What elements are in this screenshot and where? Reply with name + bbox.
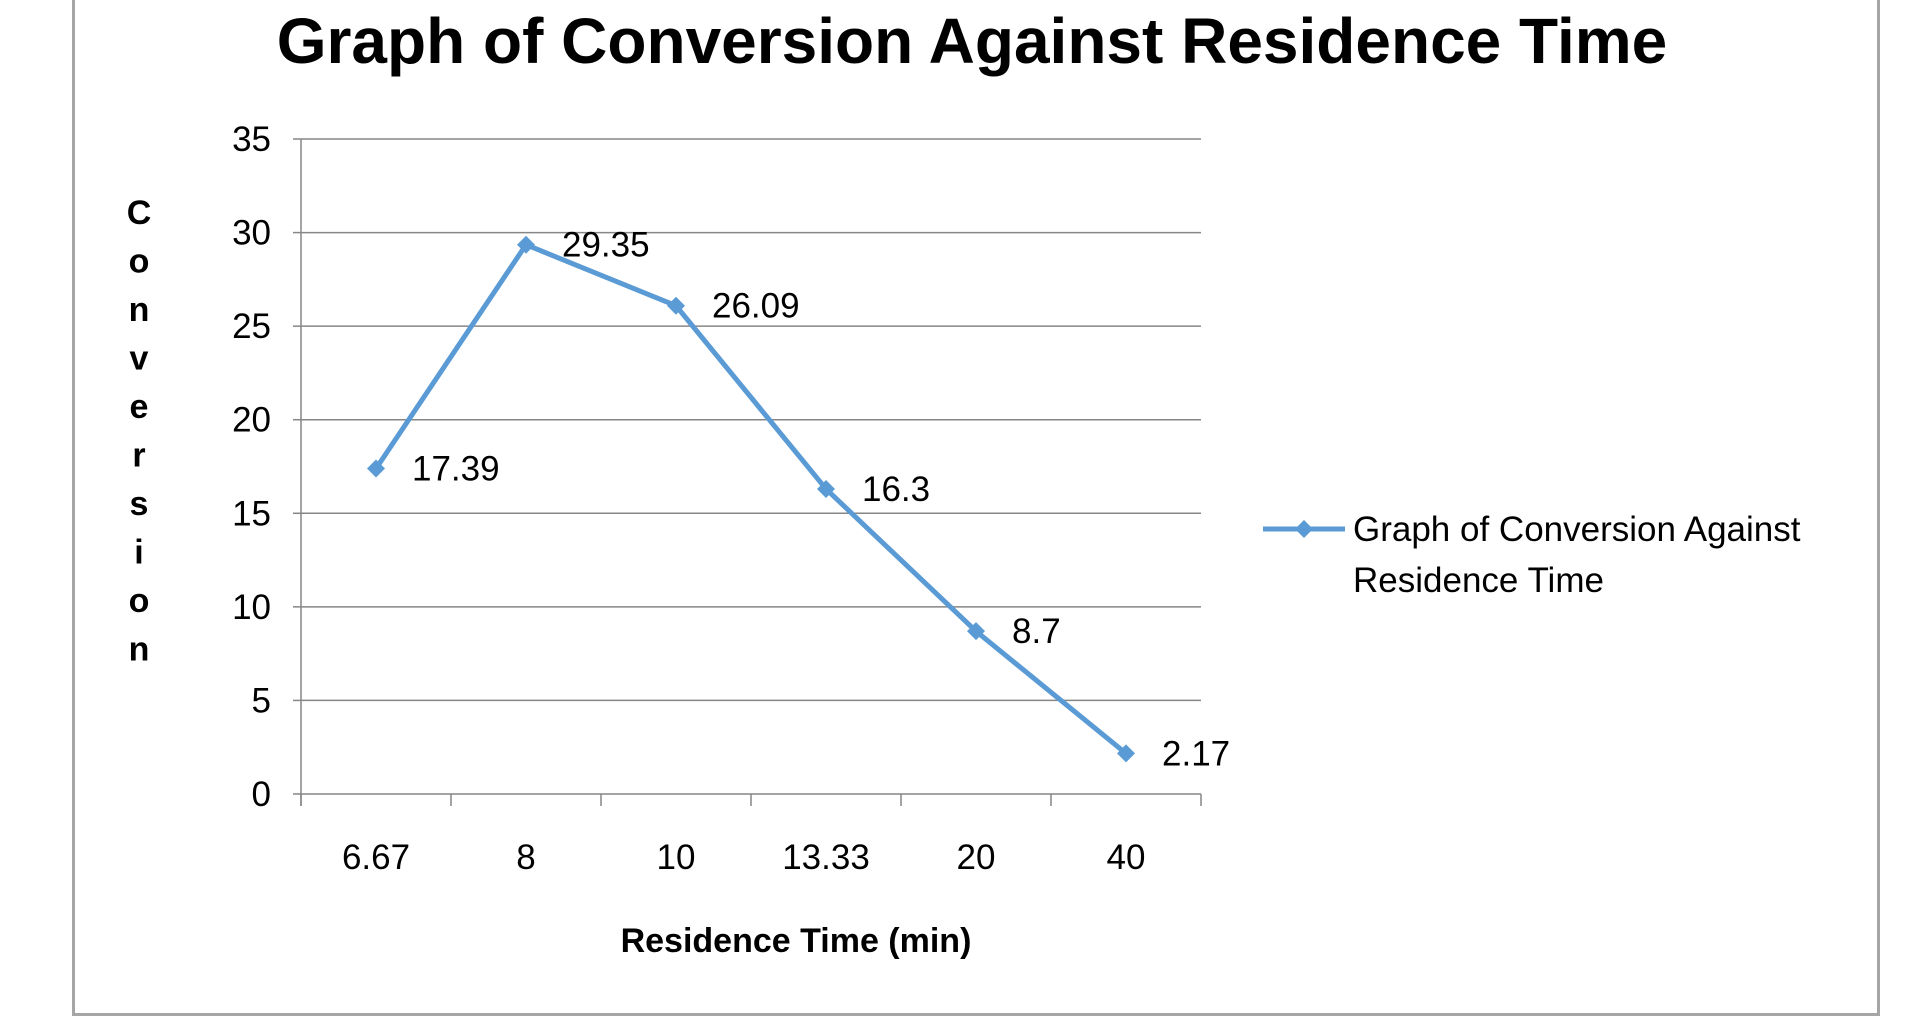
chart-title: Graph of Conversion Against Residence Ti… <box>277 5 1668 77</box>
y-axis-title: Conversion <box>127 194 152 669</box>
y-tick-label: 0 <box>252 775 271 814</box>
y-axis-title-letter: s <box>130 485 149 523</box>
y-axis-title-letter: n <box>129 631 150 669</box>
x-tick-label: 6.67 <box>342 838 410 877</box>
data-markers <box>367 235 1135 763</box>
y-axis-title-letter: i <box>134 534 143 572</box>
y-axis-title-letter: n <box>129 291 150 329</box>
y-tick-label: 20 <box>232 401 271 440</box>
series-line-path <box>373 242 1128 756</box>
legend-label: Residence Time <box>1353 561 1604 600</box>
x-tick-labels: 6.67 8 10 13.33 20 40 <box>342 838 1146 877</box>
grid-lines <box>301 138 1201 702</box>
legend-marker <box>1295 520 1313 538</box>
data-point-marker <box>817 479 835 498</box>
data-labels: 17.39 29.35 26.09 16.3 8.7 2.17 <box>412 226 1230 774</box>
axes <box>293 138 1202 806</box>
data-point-marker <box>367 459 385 478</box>
x-tick-label: 20 <box>957 838 996 877</box>
legend-label: Graph of Conversion Against <box>1353 510 1801 549</box>
y-tick-label: 25 <box>232 307 271 346</box>
data-label: 2.17 <box>1162 734 1230 773</box>
y-axis-title-letter: r <box>132 437 145 475</box>
data-point-marker <box>517 235 535 254</box>
line-chart: Graph of Conversion Against Residence Ti… <box>127 5 1801 960</box>
x-tick-label: 10 <box>657 838 696 877</box>
x-tick-label: 40 <box>1107 838 1146 877</box>
y-tick-label: 35 <box>232 120 271 159</box>
y-tick-label: 15 <box>232 494 271 533</box>
legend: Graph of Conversion Against Residence Tim… <box>1263 510 1801 600</box>
x-axis-title: Residence Time (min) <box>621 922 972 960</box>
data-point-marker <box>667 296 685 315</box>
y-axis-title-letter: o <box>129 582 150 620</box>
y-tick-label: 30 <box>232 214 271 253</box>
data-point-marker <box>1117 744 1135 763</box>
data-label: 26.09 <box>712 287 800 326</box>
y-tick-label: 5 <box>252 681 271 720</box>
y-tick-label: 10 <box>232 588 271 627</box>
chart-frame: Graph of Conversion Against Residence Ti… <box>72 0 1880 1016</box>
y-axis-title-letter: o <box>129 243 150 281</box>
x-tick-label: 8 <box>516 838 535 877</box>
data-label: 29.35 <box>562 226 650 265</box>
x-tick-label: 13.33 <box>782 838 870 877</box>
y-tick-labels: 0 5 10 15 20 25 30 35 <box>232 120 271 814</box>
y-axis-title-letter: v <box>130 340 149 378</box>
y-axis-title-letter: e <box>130 388 149 426</box>
series-line <box>373 242 1128 756</box>
data-label: 17.39 <box>412 450 500 489</box>
y-axis-title-letter: C <box>127 194 152 232</box>
data-point-marker <box>967 622 985 641</box>
data-label: 16.3 <box>862 470 930 509</box>
data-label: 8.7 <box>1012 612 1061 651</box>
